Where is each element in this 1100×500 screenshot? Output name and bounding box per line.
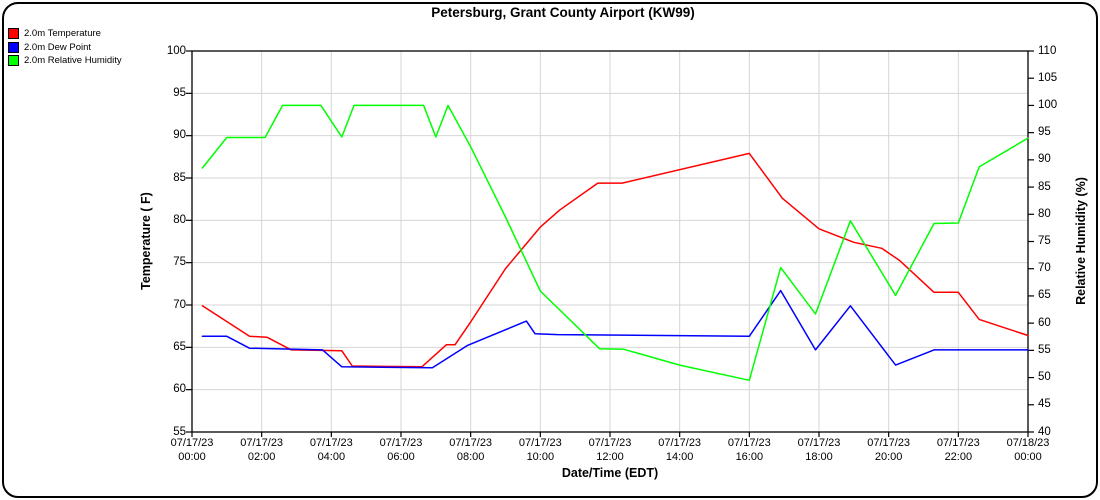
x-tick-label: 07/17/23 08:00: [449, 437, 493, 463]
series-line-2-0m-temperature: [201, 152, 1029, 368]
x-axis-title: Date/Time (EDT): [561, 466, 659, 480]
right-tick-label: 80: [1038, 207, 1051, 220]
left-tick-label: 95: [173, 86, 186, 99]
right-tick-label: 100: [1038, 98, 1058, 111]
left-tick-label: 90: [173, 129, 186, 142]
right-tick-label: 85: [1038, 180, 1051, 193]
right-tick-label: 50: [1038, 371, 1051, 384]
legend-swatch-icon: [8, 54, 19, 66]
series-line-2-0m-dew-point: [201, 289, 1029, 369]
x-tick-label: 07/17/23 02:00: [240, 437, 284, 463]
left-tick-label: 55: [173, 425, 186, 438]
x-tick-label: 07/18/23 00:00: [1006, 437, 1050, 463]
legend-label: 2.0m Dew Point: [24, 41, 92, 53]
left-tick-label: 60: [173, 383, 186, 396]
series-line-2-0m-relative-humidity: [201, 104, 1029, 382]
legend-label: 2.0m Relative Humidity: [24, 54, 122, 66]
left-axis-title: Temperature ( F): [139, 192, 153, 290]
legend-swatch-icon: [8, 41, 19, 53]
right-axis-title: Relative Humidity (%): [1074, 177, 1088, 305]
right-tick-label: 45: [1038, 398, 1051, 411]
legend-item: 2.0m Temperature: [8, 27, 122, 40]
right-tick-label: 60: [1038, 316, 1051, 329]
chart-title: Petersburg, Grant County Airport (KW99): [431, 5, 695, 20]
x-tick-label: 07/17/23 16:00: [727, 437, 771, 463]
left-tick-label: 70: [173, 298, 186, 311]
legend-label: 2.0m Temperature: [24, 28, 101, 40]
x-tick-label: 07/17/23 06:00: [379, 437, 423, 463]
x-tick-label: 07/17/23 04:00: [309, 437, 353, 463]
x-tick-label: 07/17/23 00:00: [170, 437, 214, 463]
left-tick-label: 85: [173, 171, 186, 184]
right-tick-label: 75: [1038, 235, 1051, 247]
right-tick-label: 90: [1038, 153, 1051, 166]
right-tick-label: 105: [1038, 71, 1058, 84]
x-tick-label: 07/17/23 20:00: [867, 437, 911, 463]
right-tick-label: 65: [1038, 289, 1051, 302]
right-tick-label: 40: [1038, 425, 1051, 438]
legend-item: 2.0m Dew Point: [8, 40, 122, 53]
right-tick-label: 110: [1038, 44, 1057, 57]
left-tick-label: 65: [173, 340, 186, 353]
x-tick-label: 07/17/23 22:00: [936, 437, 980, 463]
right-tick-label: 55: [1038, 343, 1051, 356]
legend-item: 2.0m Relative Humidity: [8, 54, 122, 67]
x-tick-label: 07/17/23 18:00: [797, 437, 841, 463]
left-tick-label: 100: [166, 44, 186, 57]
legend-swatch-icon: [8, 28, 19, 40]
x-tick-label: 07/17/23 14:00: [658, 437, 702, 463]
left-tick-label: 80: [173, 213, 186, 226]
right-tick-label: 70: [1038, 262, 1051, 275]
x-tick-label: 07/17/23 12:00: [588, 437, 632, 463]
right-tick-label: 95: [1038, 126, 1051, 139]
legend: 2.0m Temperature 2.0m Dew Point 2.0m Relat…: [8, 27, 122, 67]
x-tick-label: 07/17/23 10:00: [518, 437, 562, 463]
left-tick-label: 75: [173, 256, 186, 269]
